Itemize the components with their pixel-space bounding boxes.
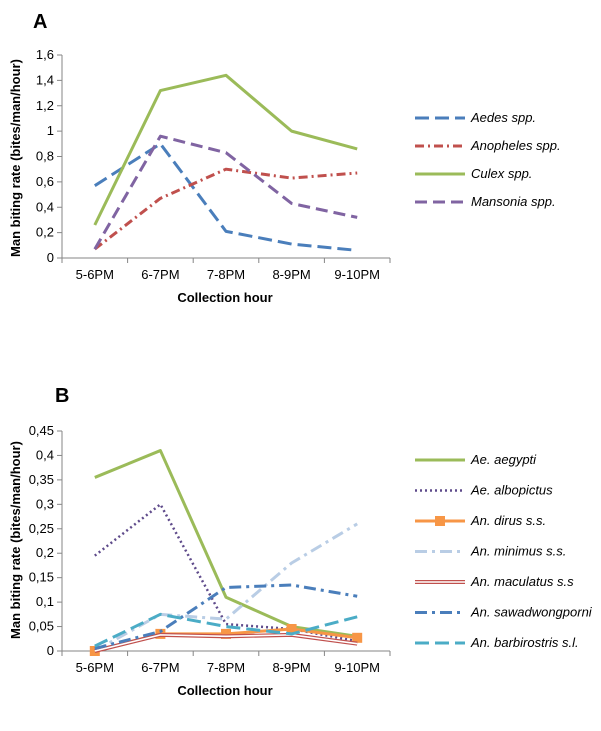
- y-tick-label: 0,25: [29, 521, 54, 536]
- legend-label: Anopheles spp.: [470, 138, 561, 153]
- y-tick-label: 0,4: [36, 199, 54, 214]
- panel-letter-b: B: [55, 385, 69, 407]
- series-marker: [286, 624, 297, 634]
- series-line: [93, 167, 358, 251]
- x-axis-title-a: Collection hour: [177, 290, 272, 305]
- legend-entry: Aedes spp.: [415, 110, 536, 125]
- legend-entry: An. maculatus s.s: [415, 574, 574, 589]
- x-tick-label: 9-10PM: [334, 660, 380, 675]
- panel-letter-a: A: [33, 11, 47, 33]
- legend-entry: An. sawadwongporni: [415, 605, 593, 620]
- y-tick-label: 0: [47, 250, 54, 265]
- x-tick-label: 6-7PM: [141, 660, 179, 675]
- x-tick-label: 8-9PM: [272, 660, 310, 675]
- legend-label: Mansonia spp.: [471, 194, 556, 209]
- y-tick-label: 0,4: [36, 447, 54, 462]
- series-line: [94, 503, 358, 643]
- series-line: [93, 73, 358, 226]
- legend-b: Ae. aegypti Ae. albopictus An. dirus s.s. A…: [415, 452, 593, 650]
- series-line: [94, 583, 358, 651]
- legend-entry: An. barbirostris s.l.: [415, 635, 579, 650]
- x-tick-label: 7-8PM: [207, 660, 245, 675]
- y-axis-title-b: Man biting rate (bites/man/hour): [8, 441, 23, 639]
- y-tick-label: 1,4: [36, 72, 54, 87]
- x-tick-label: 6-7PM: [141, 267, 179, 282]
- x-tick-label: 7-8PM: [207, 267, 245, 282]
- legend-label: An. barbirostris s.l.: [470, 635, 579, 650]
- y-tick-label: 0,2: [36, 545, 54, 560]
- legend-label: An. sawadwongporni: [470, 605, 593, 620]
- y-tick-label: 0,3: [36, 496, 54, 511]
- series-line: [94, 449, 358, 638]
- x-tick-label: 9-10PM: [334, 267, 380, 282]
- y-axis-title-a: Man biting rate (bites/man/hour): [8, 59, 23, 257]
- series-marker: [352, 632, 363, 643]
- axes-a: 0 0,2 0,4 0,6 0,8 1 1,2 1,4 1,6 5-6PM 6-7PM 7-8PM 8-…: [36, 47, 391, 282]
- y-tick-label: 0,6: [36, 174, 54, 189]
- series-line: [93, 134, 358, 250]
- axes-b: 0 0,05 0,1 0,15 0,2 0,25 0,3 0,35 0,4 0,45 5-6PM 6-…: [29, 423, 391, 675]
- legend-label: Ae. albopictus: [470, 483, 553, 498]
- y-tick-label: 0,2: [36, 225, 54, 240]
- series-lines-b: [89, 449, 363, 656]
- y-tick-label: 1,2: [36, 98, 54, 113]
- legend-entry: An. dirus s.s.: [415, 513, 546, 528]
- series-marker: [221, 628, 231, 639]
- x-tick-label: 5-6PM: [76, 267, 114, 282]
- chart-panel-b: B Man biting rate (bites/man/hour) Colle…: [8, 385, 593, 698]
- chart-panel-a: A Man biting rate (bites/man/hour) Colle…: [8, 11, 561, 305]
- y-tick-label: 0,45: [29, 423, 54, 438]
- series-line: [93, 142, 358, 252]
- y-tick-label: 0,15: [29, 570, 54, 585]
- legend-entry: Anopheles spp.: [415, 138, 561, 153]
- y-tick-label: 1: [47, 123, 54, 138]
- y-tick-label: 0,1: [36, 594, 54, 609]
- series-line: [94, 632, 358, 653]
- legend-a: Aedes spp. Anopheles spp. Culex spp. Manson…: [415, 110, 561, 209]
- legend-entry: Mansonia spp.: [415, 194, 556, 209]
- legend-entry: Culex spp.: [415, 166, 532, 181]
- series-line: [94, 612, 358, 648]
- x-tick-label: 5-6PM: [76, 660, 114, 675]
- x-axis-title-b: Collection hour: [177, 683, 272, 698]
- legend-label: An. minimus s.s.: [470, 544, 566, 559]
- legend-label: An. maculatus s.s: [470, 574, 574, 589]
- legend-label: An. dirus s.s.: [470, 513, 546, 528]
- series-lines-a: [93, 73, 358, 252]
- legend-label: Aedes spp.: [470, 110, 536, 125]
- x-tick-label: 8-9PM: [272, 267, 310, 282]
- y-tick-label: 0,35: [29, 472, 54, 487]
- legend-entry: An. minimus s.s.: [415, 544, 566, 559]
- legend-entry: Ae. albopictus: [415, 483, 553, 498]
- legend-label: Culex spp.: [471, 166, 532, 181]
- y-tick-label: 1,6: [36, 47, 54, 62]
- legend-label: Ae. aegypti: [470, 452, 537, 467]
- y-tick-label: 0,8: [36, 149, 54, 164]
- y-tick-label: 0,05: [29, 619, 54, 634]
- legend-entry: Ae. aegypti: [415, 452, 537, 467]
- y-tick-label: 0: [47, 643, 54, 658]
